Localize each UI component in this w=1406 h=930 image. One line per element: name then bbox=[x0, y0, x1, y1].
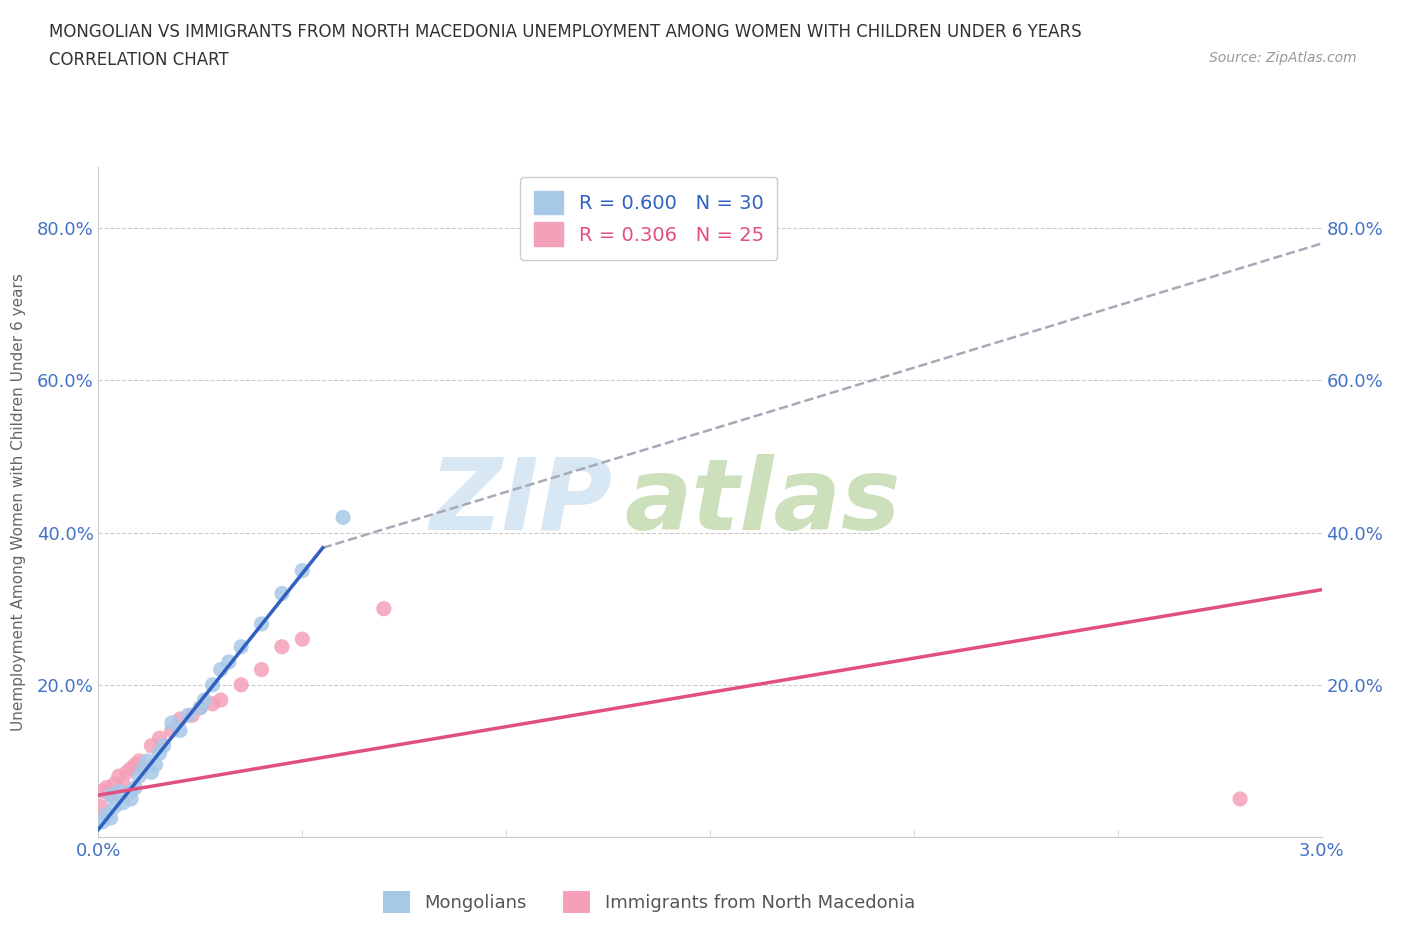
Point bbox=[188, 700, 212, 715]
Text: CORRELATION CHART: CORRELATION CHART bbox=[49, 51, 229, 69]
Point bbox=[141, 738, 163, 753]
Point bbox=[291, 564, 314, 578]
Point bbox=[201, 677, 224, 692]
Point bbox=[120, 784, 142, 799]
Point bbox=[115, 764, 138, 779]
Point bbox=[100, 811, 122, 826]
Point bbox=[108, 784, 131, 799]
Point bbox=[111, 777, 134, 791]
Point bbox=[108, 769, 131, 784]
Point bbox=[181, 708, 204, 723]
Point bbox=[250, 662, 273, 677]
Point bbox=[169, 723, 191, 737]
Point bbox=[96, 780, 118, 795]
Point bbox=[152, 738, 174, 753]
Text: Source: ZipAtlas.com: Source: ZipAtlas.com bbox=[1209, 51, 1357, 65]
Point bbox=[149, 731, 172, 746]
Point bbox=[149, 746, 172, 761]
Point bbox=[96, 806, 118, 821]
Point bbox=[209, 662, 232, 677]
Point bbox=[201, 697, 224, 711]
Point bbox=[270, 586, 292, 601]
Point bbox=[291, 631, 314, 646]
Point bbox=[124, 757, 146, 772]
Point bbox=[160, 723, 183, 737]
Y-axis label: Unemployment Among Women with Children Under 6 years: Unemployment Among Women with Children U… bbox=[11, 273, 25, 731]
Point bbox=[91, 784, 114, 799]
Point bbox=[132, 761, 155, 776]
Point bbox=[120, 761, 142, 776]
Point bbox=[100, 788, 122, 803]
Point bbox=[332, 510, 354, 525]
Point bbox=[120, 791, 142, 806]
Point bbox=[209, 693, 232, 708]
Point bbox=[160, 715, 183, 730]
Point bbox=[100, 788, 122, 803]
Point bbox=[193, 693, 215, 708]
Point bbox=[128, 769, 150, 784]
Point bbox=[218, 655, 240, 670]
Legend: Mongolians, Immigrants from North Macedonia: Mongolians, Immigrants from North Macedo… bbox=[374, 882, 924, 922]
Point bbox=[231, 639, 253, 654]
Point bbox=[177, 708, 200, 723]
Point bbox=[270, 639, 292, 654]
Point bbox=[169, 711, 191, 726]
Point bbox=[124, 780, 146, 795]
Point bbox=[91, 815, 114, 830]
Point bbox=[250, 617, 273, 631]
Point bbox=[89, 799, 111, 814]
Point bbox=[104, 777, 127, 791]
Point bbox=[373, 602, 395, 617]
Text: MONGOLIAN VS IMMIGRANTS FROM NORTH MACEDONIA UNEMPLOYMENT AMONG WOMEN WITH CHILD: MONGOLIAN VS IMMIGRANTS FROM NORTH MACED… bbox=[49, 23, 1081, 41]
Point bbox=[188, 700, 212, 715]
Point bbox=[136, 753, 159, 768]
Point bbox=[128, 753, 150, 768]
Point bbox=[111, 795, 134, 810]
Point bbox=[1229, 791, 1251, 806]
Text: ZIP: ZIP bbox=[429, 454, 612, 551]
Point bbox=[231, 677, 253, 692]
Text: atlas: atlas bbox=[624, 454, 901, 551]
Point bbox=[141, 764, 163, 779]
Point bbox=[145, 757, 167, 772]
Point bbox=[104, 799, 127, 814]
